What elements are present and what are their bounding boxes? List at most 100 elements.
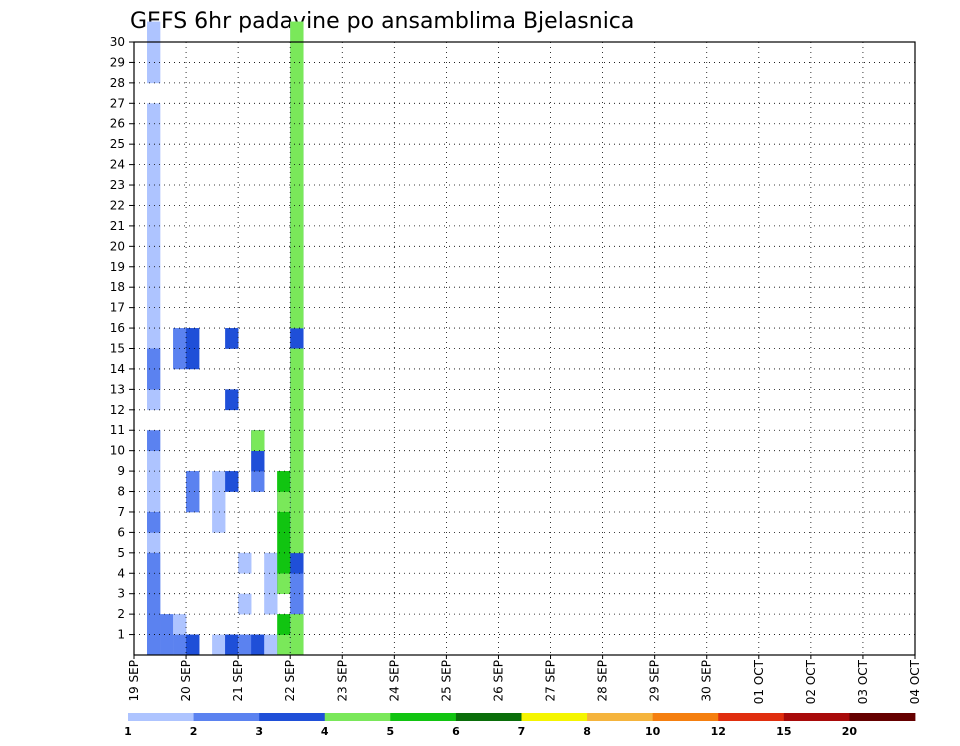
y-tick-label: 23 [110, 178, 125, 192]
heatmap-cell [147, 532, 161, 554]
heatmap-cell [212, 471, 226, 492]
heatmap-cell [290, 185, 304, 206]
legend-swatch [849, 713, 916, 721]
x-tick-label: 27 SEP [544, 660, 558, 702]
heatmap-cell [186, 471, 200, 492]
heatmap-cell [277, 634, 291, 656]
heatmap-cell [290, 82, 304, 104]
heatmap-cell [264, 552, 278, 574]
heatmap-cell [290, 471, 304, 492]
heatmap-cell [290, 348, 304, 370]
x-tick-label: 30 SEP [700, 660, 714, 702]
y-tick-label: 29 [110, 55, 125, 69]
heatmap-cell [147, 287, 161, 308]
y-tick-label: 30 [110, 35, 125, 49]
heatmap-cell [290, 62, 304, 84]
heatmap-cell [173, 328, 187, 349]
heatmap-cell [290, 246, 304, 268]
x-tick-label: 24 SEP [387, 660, 401, 702]
x-tick-label: 28 SEP [596, 660, 610, 702]
heatmap-cell [147, 511, 161, 533]
y-tick-label: 9 [117, 464, 125, 478]
x-tick-label: 20 SEP [179, 660, 193, 702]
heatmap-cell [147, 348, 161, 370]
heatmap-cell [147, 62, 161, 84]
heatmap-cell [147, 103, 161, 125]
legend-swatch [128, 713, 194, 721]
plot-frame [133, 41, 916, 656]
heatmap-cell [173, 614, 187, 635]
heatmap-cell [290, 225, 304, 247]
x-tick-label: 26 SEP [491, 660, 505, 702]
heatmap-cell [147, 491, 161, 513]
grid-lines [134, 41, 915, 655]
heatmap-cell [147, 634, 161, 656]
legend-label: 15 [776, 725, 791, 738]
legend-swatch [259, 713, 326, 721]
heatmap-cell [290, 328, 304, 349]
heatmap-cell [251, 634, 265, 656]
heatmap-cell [290, 103, 304, 125]
heatmap-cell [290, 368, 304, 390]
chart-title: GEFS 6hr padavine po ansamblima Bjelasni… [130, 9, 634, 34]
legend-label: 1 [124, 725, 132, 738]
heatmap-cell [290, 593, 304, 615]
y-axis-ticks: 1234567891011121314151617181920212223242… [110, 35, 134, 642]
heatmap-cell [147, 368, 161, 390]
y-tick-label: 1 [117, 628, 125, 642]
heatmap-cell [290, 430, 304, 451]
heatmap-cell [277, 491, 291, 513]
legend-swatch [193, 713, 260, 721]
color-legend: 1 2 3 4 5 6 7 8 10 12 15 20 [124, 713, 916, 738]
y-tick-label: 7 [117, 505, 125, 519]
heatmap-cell [264, 634, 278, 656]
heatmap-cell [147, 123, 161, 145]
x-tick-label: 03 OCT [856, 659, 870, 704]
heatmap-cell [147, 593, 161, 615]
x-tick-label: 19 SEP [127, 660, 141, 702]
legend-swatch [783, 713, 850, 721]
heatmap-cell [147, 552, 161, 574]
heatmap-cell [186, 491, 200, 513]
heatmap-cell [290, 491, 304, 513]
heatmap-cell [225, 634, 239, 656]
heatmap-cell [277, 532, 291, 554]
heatmap-cell [290, 552, 304, 574]
y-tick-label: 25 [110, 137, 125, 151]
heatmap-cell [238, 552, 252, 574]
heatmap-cell [290, 42, 304, 63]
heatmap-cell [290, 409, 304, 431]
heatmap-cells [147, 21, 304, 656]
heatmap-cell [147, 225, 161, 247]
heatmap-cell [290, 123, 304, 145]
legend-label: 2 [190, 725, 198, 738]
heatmap-cell [186, 348, 200, 370]
heatmap-cell [147, 328, 161, 349]
y-tick-label: 22 [110, 198, 125, 212]
heatmap-cell [225, 471, 239, 492]
legend-label: 3 [255, 725, 263, 738]
heatmap-cell [290, 266, 304, 288]
y-tick-label: 26 [110, 117, 125, 131]
y-tick-label: 5 [117, 546, 125, 560]
legend-label: 7 [518, 725, 526, 738]
heatmap-cell [251, 430, 265, 451]
x-axis-ticks: 19 SEP 20 SEP 21 SEP 22 SEP 23 SEP 24 SEP 25 S… [127, 655, 922, 704]
y-tick-label: 15 [110, 342, 125, 356]
y-tick-label: 14 [110, 362, 125, 376]
heatmap-cell [277, 552, 291, 574]
y-tick-label: 6 [117, 525, 125, 539]
heatmap-cell [212, 491, 226, 513]
heatmap-cell [277, 614, 291, 635]
y-tick-label: 19 [110, 260, 125, 274]
legend-swatch [390, 713, 457, 721]
x-tick-label: 29 SEP [648, 660, 662, 702]
heatmap-cell [173, 348, 187, 370]
heatmap-cell [225, 328, 239, 349]
heatmap-cell [147, 164, 161, 186]
heatmap-cell [290, 205, 304, 227]
heatmap-cell [290, 634, 304, 656]
x-tick-label: 22 SEP [283, 660, 297, 702]
heatmap-cell [290, 389, 304, 411]
